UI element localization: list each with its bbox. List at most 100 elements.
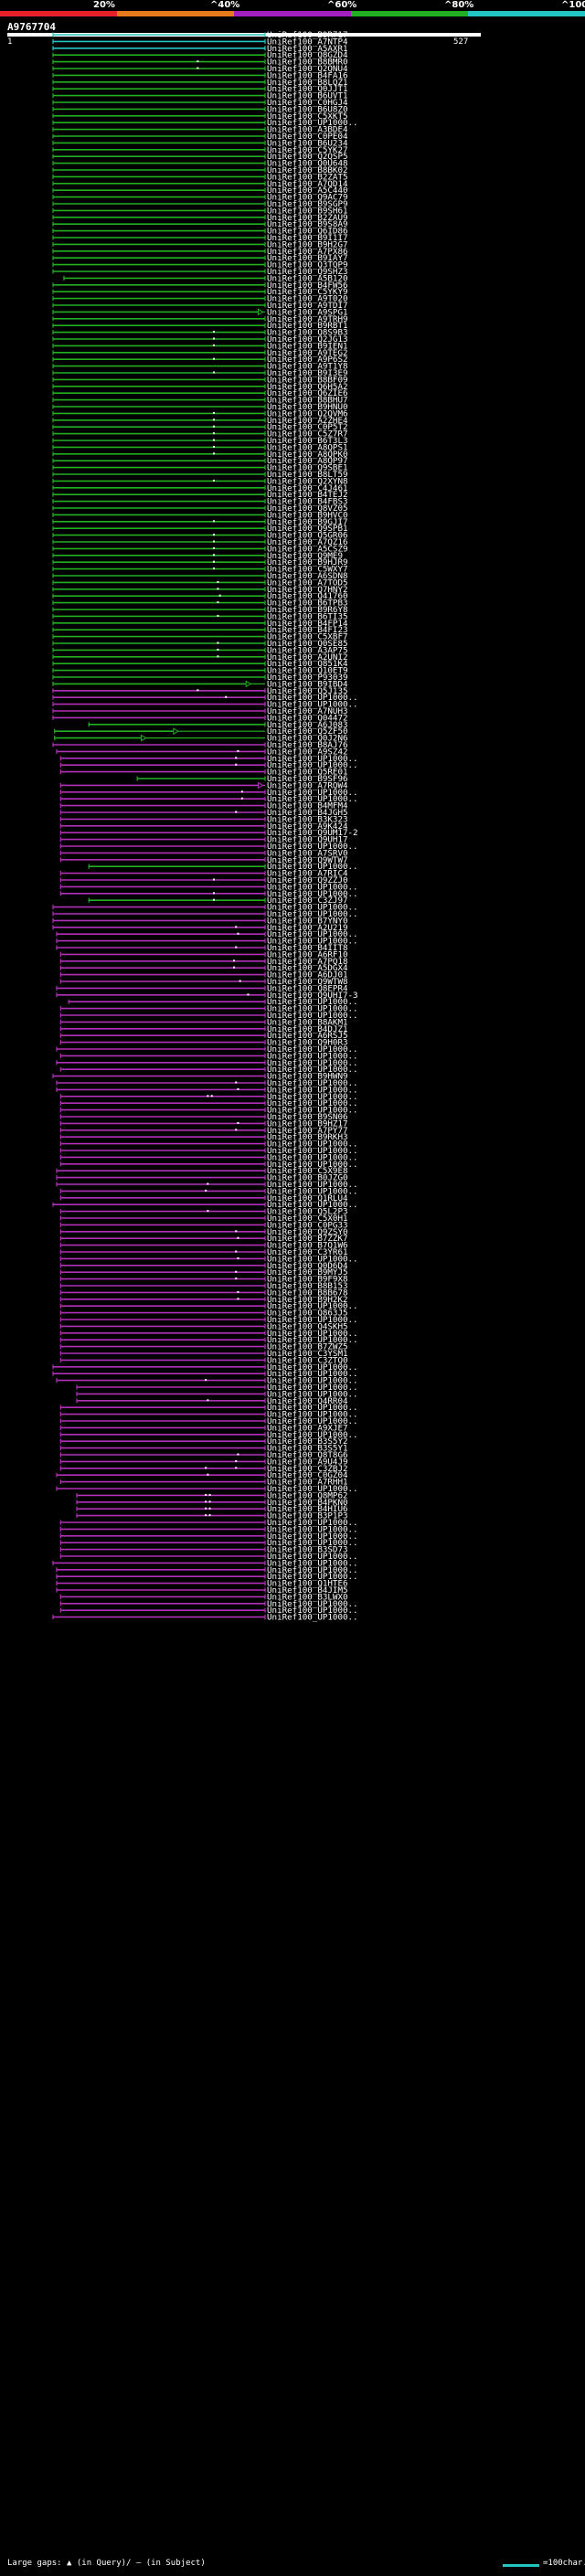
hit-label: UniRef100_Q1RLU4 bbox=[267, 1193, 348, 1203]
hit-label: UniRef100_Q8EPR4 bbox=[267, 983, 348, 993]
hit-label: UniRef100_A3BDE4 bbox=[267, 125, 348, 135]
hit-label: UniRef100_B7ZWZ5 bbox=[267, 1342, 348, 1352]
hit-label: UniRef100_B3P1P3 bbox=[267, 1511, 348, 1521]
hit-label: UniRef100_Q8S9B3 bbox=[267, 328, 348, 338]
scale-label: ^60% bbox=[327, 0, 357, 10]
hit-label: UniRef100_A9TEG2 bbox=[267, 348, 348, 358]
hit-label: UniRef100_Q863J5 bbox=[267, 1309, 348, 1319]
hit-label: UniRef100_UP1000.. bbox=[267, 1092, 358, 1102]
hit-label: UniRef100_B4FBS3 bbox=[267, 497, 348, 507]
hit-label: UniRef100_A7PX86 bbox=[267, 247, 348, 257]
gap-marker bbox=[237, 1453, 239, 1456]
gap-marker bbox=[212, 898, 215, 901]
scale-segment bbox=[234, 11, 351, 16]
hit-label: UniRef100_UP1000.. bbox=[267, 1254, 358, 1264]
hit-label: UniRef100_B9HJR9 bbox=[267, 557, 348, 567]
gap-marker bbox=[212, 337, 215, 340]
hit-label: UniRef100_Q9ME9 bbox=[267, 551, 343, 561]
hit-label: UniRef100_Q9UM17-2 bbox=[267, 828, 358, 838]
hit-label: UniRef100_C0PG33 bbox=[267, 1220, 348, 1230]
hit-label: UniRef100_A9K424 bbox=[267, 822, 348, 832]
hit-label: UniRef100_B9H2K2 bbox=[267, 1295, 348, 1305]
hit-label: UniRef100_A2ZHE4 bbox=[267, 416, 348, 426]
hit-label: UniRef100_UP1000.. bbox=[267, 1376, 358, 1386]
hit-label: UniRef100_B9F9X8 bbox=[267, 1275, 348, 1285]
hit-label: UniRef100_C5XBF7 bbox=[267, 632, 348, 642]
hit-label: UniRef100_A8QPK0 bbox=[267, 450, 348, 460]
hit-label: UniRef100_UP1000.. bbox=[267, 889, 358, 899]
hit-label: UniRef100_UP1000.. bbox=[267, 1011, 358, 1021]
hit-label: UniRef100_UP1000.. bbox=[267, 1518, 358, 1528]
hit-label: UniRef100_A9TDI7 bbox=[267, 301, 348, 311]
hit-label: UniRef100_UP1000.. bbox=[267, 1599, 358, 1609]
hit-label: UniRef100_B9SN06 bbox=[267, 1112, 348, 1122]
gap-marker bbox=[235, 1270, 238, 1273]
hit-label: UniRef100_Q6H5A2 bbox=[267, 382, 348, 392]
hit-label: UniRef100_B9IEN1 bbox=[267, 341, 348, 351]
hit-label: UniRef100_UP1000.. bbox=[267, 842, 358, 852]
scale-segment bbox=[468, 11, 585, 16]
scale-label: ^100% bbox=[561, 0, 585, 10]
gap-marker bbox=[237, 1256, 239, 1259]
hit-label: UniRef100_UP1000.. bbox=[267, 1200, 358, 1210]
hit-label: UniRef100_UP1000.. bbox=[267, 1532, 358, 1542]
hit-label: UniRef100_UP1000.. bbox=[267, 1186, 358, 1196]
gap-marker bbox=[212, 357, 215, 360]
gap-marker bbox=[225, 695, 228, 698]
hit-label: UniRef100_Q851K4 bbox=[267, 659, 348, 669]
hit-label: UniRef100_A2U219 bbox=[267, 923, 348, 933]
gap-marker bbox=[212, 560, 215, 563]
hit-label: UniRef100_UP1000.. bbox=[267, 903, 358, 913]
query-end-position: 527 bbox=[453, 37, 469, 47]
hit-label: UniRef100_UP1000.. bbox=[267, 997, 358, 1007]
hit-label: UniRef100_Q2JG13 bbox=[267, 334, 348, 345]
gap-marker bbox=[237, 932, 239, 935]
hit-label: UniRef100_A7NTP4 bbox=[267, 37, 348, 47]
hit-label: UniRef100_Q3TQP9 bbox=[267, 260, 348, 270]
hit-label: UniRef100_B9R717 bbox=[267, 30, 348, 40]
hit-label: UniRef100_UP1000.. bbox=[267, 1362, 358, 1373]
hit-label: UniRef100_B9SGP9 bbox=[267, 199, 348, 209]
gap-marker bbox=[207, 1473, 209, 1476]
hit-label: UniRef100_C0HGJ4 bbox=[267, 98, 348, 108]
hit-label: UniRef100_A9U4J9 bbox=[267, 1457, 348, 1467]
gap-marker bbox=[217, 580, 219, 583]
hit-label: UniRef100_A9SPG1 bbox=[267, 307, 348, 317]
hit-label: UniRef100_C5YK27 bbox=[267, 145, 348, 155]
hit-label: UniRef100_UP1000.. bbox=[267, 1065, 358, 1075]
gap-marker bbox=[212, 546, 215, 549]
hit-label: UniRef100_Q0SE85 bbox=[267, 639, 348, 649]
hit-label: UniRef100_B9RKH3 bbox=[267, 1132, 348, 1142]
hit-label: UniRef100_Q5L2P3 bbox=[267, 1207, 348, 1217]
hit-label: UniRef100_B9IBD4 bbox=[267, 679, 348, 689]
hit-label: UniRef100_UP1000.. bbox=[267, 118, 358, 128]
hit-label: UniRef100_A7RIC4 bbox=[267, 869, 348, 879]
hit-label: UniRef100_UP1000.. bbox=[267, 882, 358, 892]
gap-marker bbox=[237, 1298, 239, 1300]
gap-marker bbox=[235, 763, 238, 766]
gap-marker bbox=[217, 601, 219, 604]
hit-label: UniRef100_B8BK02 bbox=[267, 165, 348, 175]
hit-label: UniRef100_A6J083 bbox=[267, 720, 348, 730]
hit-label: UniRef100_UP1000.. bbox=[267, 1180, 358, 1190]
hit-label: UniRef100_Q8VZ05 bbox=[267, 504, 348, 514]
hit-label: UniRef100_B3S5Y2 bbox=[267, 1436, 348, 1447]
hit-label: UniRef100_B4FI23 bbox=[267, 625, 348, 635]
hit-label: UniRef100_B4MFM4 bbox=[267, 801, 348, 811]
hit-label: UniRef100_B4FW56 bbox=[267, 281, 348, 291]
hit-label: UniRef100_C5Z7R7 bbox=[267, 429, 348, 440]
gap-marker bbox=[235, 757, 238, 759]
hit-label: UniRef100_UP1000.. bbox=[267, 1416, 358, 1426]
scale-label: ^80% bbox=[444, 0, 474, 10]
hit-label: UniRef100_B9R6Y8 bbox=[267, 605, 348, 615]
hit-label: UniRef100_A7NUH3 bbox=[267, 706, 348, 716]
hit-label: UniRef100_UP1000.. bbox=[267, 862, 358, 872]
gap-marker bbox=[237, 1087, 239, 1090]
hit-label: UniRef100_Q8T8G6 bbox=[267, 1450, 348, 1460]
hit-label: UniRef100_C3ZJ97 bbox=[267, 896, 348, 906]
scale-segment bbox=[351, 11, 468, 16]
gap-marker bbox=[207, 1210, 209, 1213]
gap-marker bbox=[205, 1507, 207, 1510]
hit-label: UniRef100_A7SRV0 bbox=[267, 848, 348, 858]
